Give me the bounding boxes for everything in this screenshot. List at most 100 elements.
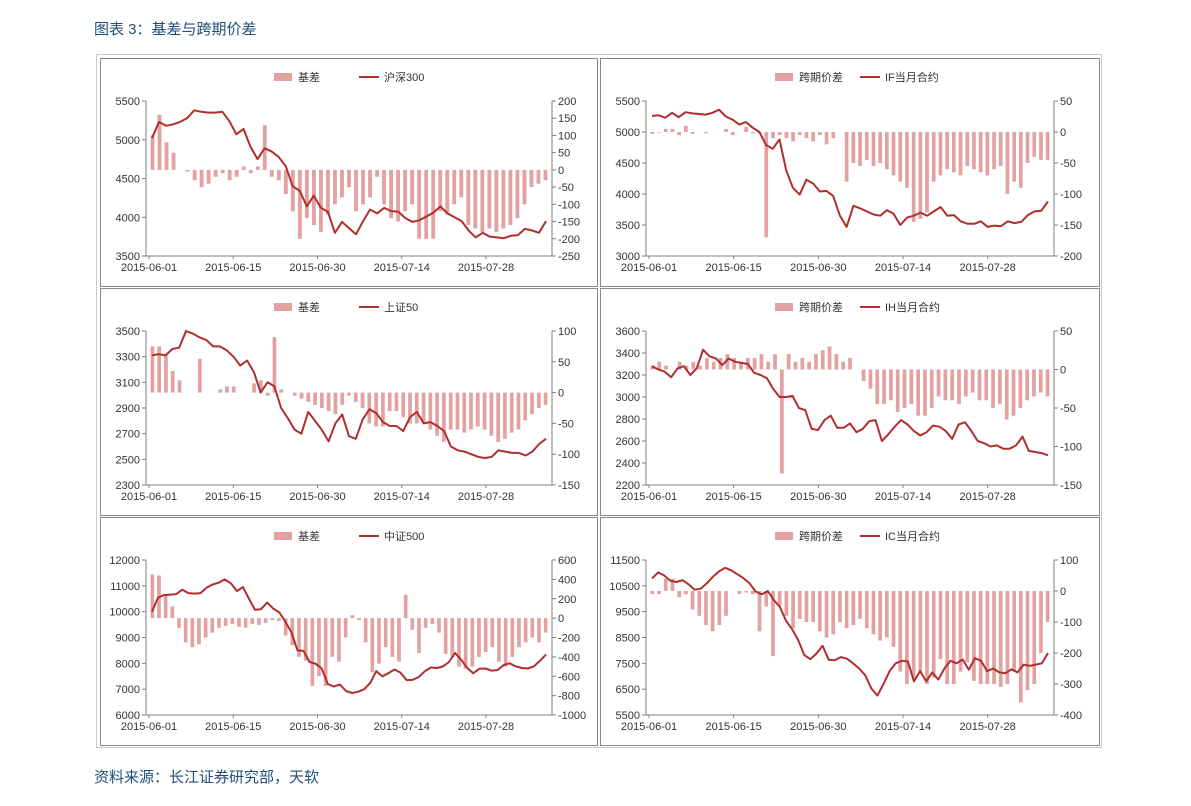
bar <box>469 392 473 430</box>
bar <box>984 369 989 401</box>
right-tick-label: -200 <box>1060 648 1082 660</box>
right-tick-label: -150 <box>558 480 580 492</box>
bar <box>752 357 757 370</box>
legend-label-line: IH当月合约 <box>885 300 940 314</box>
bar <box>818 591 822 632</box>
legend-label-bar: 跨期价差 <box>799 529 843 543</box>
bar <box>824 132 829 145</box>
bar <box>779 369 784 474</box>
right-tick-label: 100 <box>558 130 576 142</box>
legend: 跨期价差 IF当月合约 <box>775 70 939 84</box>
bar <box>797 132 802 136</box>
bar <box>252 383 256 393</box>
bar <box>383 618 388 648</box>
right-tick-label: 50 <box>558 148 570 160</box>
bar <box>978 591 983 684</box>
bar <box>777 591 782 607</box>
bar <box>277 618 281 622</box>
bar <box>868 369 873 389</box>
bar <box>670 578 675 591</box>
bar <box>210 618 215 633</box>
bar <box>1011 369 1016 416</box>
left-tick-label: 12000 <box>109 555 140 567</box>
bar <box>234 169 239 177</box>
line-series <box>151 109 547 240</box>
line-series <box>151 578 547 694</box>
bar-series <box>150 574 548 686</box>
right-tick-label: -400 <box>1060 710 1082 722</box>
bar <box>269 169 274 177</box>
bar <box>998 132 1003 167</box>
chart-panel-basis-hs300: 基差 沪深300 3500 4000 4500 5000 5500 -250 -200 -150 -… <box>100 58 598 287</box>
left-tick-label: 3500 <box>616 220 640 232</box>
bar <box>377 618 381 664</box>
bar <box>515 169 520 219</box>
bar <box>838 591 842 622</box>
bar <box>1012 591 1016 672</box>
right-tick-label: 150 <box>558 113 576 125</box>
bar <box>831 591 836 635</box>
bar <box>891 591 896 647</box>
right-tick-label: -150 <box>1060 480 1082 492</box>
bar <box>417 169 422 239</box>
bar <box>470 618 475 667</box>
bar <box>177 380 182 393</box>
bar <box>684 125 688 132</box>
right-tick-label: 100 <box>558 326 576 338</box>
bar <box>516 392 521 430</box>
bar <box>279 389 284 393</box>
right-tick-label: -200 <box>558 234 580 246</box>
bar <box>382 169 387 205</box>
left-tick-label: 3300 <box>116 352 140 364</box>
bar <box>690 132 695 134</box>
x-tick-label: 2015-06-30 <box>289 491 345 503</box>
bar <box>199 169 204 188</box>
left-tick-label: 5500 <box>116 96 140 108</box>
bar <box>185 169 190 172</box>
right-tick-label: 600 <box>558 555 576 567</box>
bar <box>791 132 795 142</box>
right-tick-label: -50 <box>558 418 574 430</box>
bar <box>313 392 317 405</box>
right-tick-label: -100 <box>558 199 580 211</box>
bar <box>831 132 836 139</box>
right-tick-label: 0 <box>558 388 564 400</box>
left-tick-label: 5000 <box>616 127 640 139</box>
bar <box>430 618 435 624</box>
bar <box>1018 369 1023 408</box>
bar <box>807 361 811 370</box>
bar <box>462 392 467 433</box>
bar <box>851 591 856 626</box>
bar <box>536 392 541 408</box>
bar <box>844 591 849 629</box>
bar <box>963 369 968 397</box>
chart-svg: 基差 上证50 2300 2500 2700 2900 3100 3300 3500 -150 -1… <box>116 300 581 503</box>
bar <box>1045 369 1050 397</box>
bar <box>898 591 903 672</box>
chart-grid: 基差 沪深300 3500 4000 4500 5000 5500 -250 -200 -150-… <box>96 54 1102 748</box>
bar <box>304 169 309 219</box>
x-tick-label: 2015-06-30 <box>790 721 846 733</box>
x-tick-label: 2015-06-01 <box>621 721 677 733</box>
bar <box>744 127 748 132</box>
right-tick-label: 50 <box>1060 96 1072 108</box>
legend-label-line: IF当月合约 <box>885 70 939 84</box>
x-tick-label: 2015-06-15 <box>205 262 261 274</box>
right-tick-label: -100 <box>1060 442 1082 454</box>
bar <box>206 169 211 184</box>
bar <box>885 591 889 638</box>
bar <box>401 392 406 418</box>
bar <box>220 169 225 174</box>
bar <box>992 132 996 170</box>
left-tick-label: 8000 <box>116 658 140 670</box>
bar <box>771 591 775 657</box>
bar <box>213 169 218 177</box>
bar <box>480 169 485 232</box>
bar <box>428 392 433 430</box>
bar <box>1039 132 1043 160</box>
bar <box>501 169 506 229</box>
left-tick-label: 3000 <box>616 251 640 263</box>
bar <box>360 392 365 408</box>
chart-panel-spread-ih: 跨期价差 IH当月合约 2200 2400 2600 2800 3000 3200 3400 36… <box>600 288 1100 516</box>
bar <box>889 369 893 401</box>
